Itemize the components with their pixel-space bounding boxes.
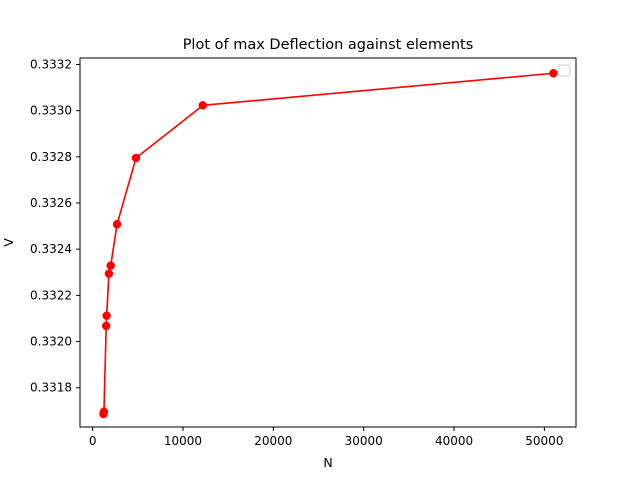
x-tick-label: 50000 [525,434,563,448]
x-tick-label: 20000 [254,434,292,448]
data-point [549,68,558,78]
data-point [102,311,111,320]
x-tick-label: 30000 [345,434,383,448]
y-axis: 0.3318 0.3320 0.3322 0.3324 0.3326 0.3328 0.33… [30,57,80,395]
x-axis-label: N [323,455,332,470]
y-tick-label: 0.3322 [30,288,72,302]
y-tick-label: 0.3332 [30,57,72,71]
data-point [101,321,111,331]
data-point [112,220,122,229]
y-tick-label: 0.3324 [30,242,72,256]
data-point [198,101,208,110]
y-tick-label: 0.3328 [30,150,72,164]
chart-title: Plot of max Deflection against elements [183,37,474,53]
data-point [99,407,109,417]
data-point [106,261,115,270]
legend-box [557,64,571,77]
x-tick-label: 10000 [164,434,202,448]
data-point [104,269,114,278]
y-tick-label: 0.3330 [30,104,72,118]
x-tick-label: 40000 [435,434,473,448]
series-line [102,72,554,415]
plot-area [99,68,558,419]
y-tick-label: 0.3320 [30,335,72,349]
x-tick-label: 0 [89,434,97,448]
plot-frame [79,57,577,428]
data-point [131,153,141,163]
x-axis: 0 10000 20000 30000 40000 50000 [89,427,563,448]
y-axis-label: V [1,238,16,247]
y-tick-label: 0.3326 [30,196,72,210]
y-tick-label: 0.3318 [30,381,72,395]
